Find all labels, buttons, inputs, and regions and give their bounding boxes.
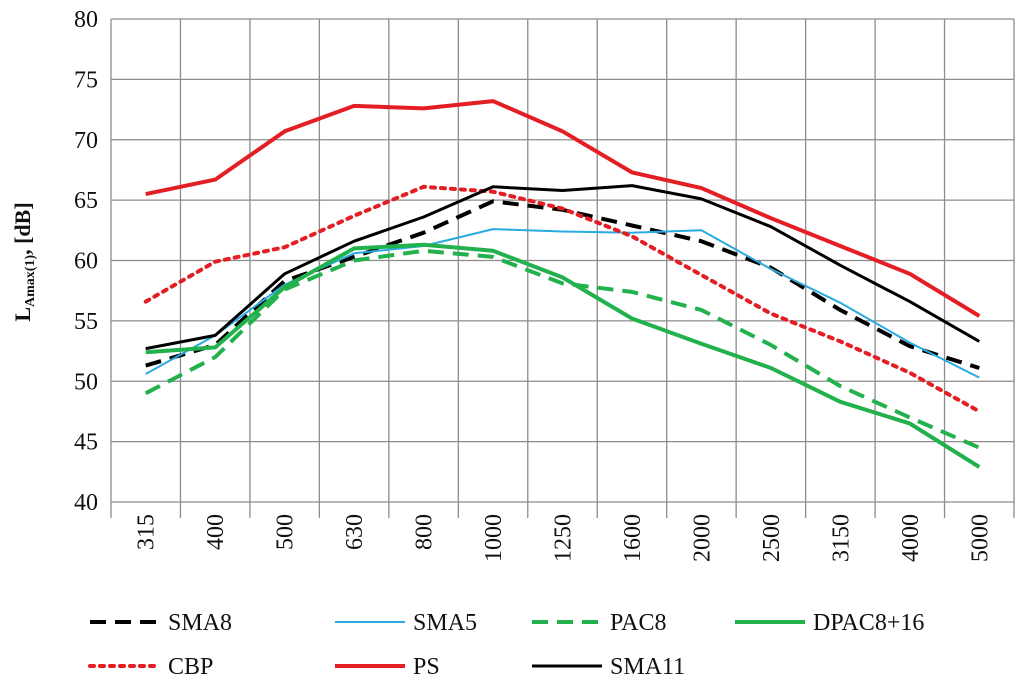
x-tick-label: 500 bbox=[273, 514, 299, 550]
x-tick-label: 315 bbox=[134, 514, 160, 550]
x-tick-label: 5000 bbox=[967, 514, 993, 562]
y-tick-label: 40 bbox=[74, 490, 98, 516]
y-axis-label-unit: , [dB] bbox=[10, 202, 35, 255]
series-line-ps bbox=[145, 99, 981, 318]
legend-label: PS bbox=[413, 654, 440, 680]
x-tick-label: 1600 bbox=[620, 514, 646, 562]
y-tick-label: 45 bbox=[74, 430, 98, 456]
y-tick-label: 65 bbox=[74, 188, 98, 214]
x-tick-label: 2500 bbox=[759, 514, 785, 562]
legend-label: SMA11 bbox=[610, 654, 685, 680]
legend: SMA8 SMA5 PAC8 DPAC8+16 CBP PS SMA11 bbox=[88, 610, 924, 680]
y-axis-label-sub: Amax(1) bbox=[23, 255, 38, 307]
x-tick-label: 4000 bbox=[898, 514, 924, 562]
legend-label: SMA5 bbox=[413, 610, 477, 636]
x-tick-label: 800 bbox=[412, 514, 438, 550]
y-tick-label: 50 bbox=[74, 369, 98, 395]
x-tick-label: 3150 bbox=[828, 514, 854, 562]
x-tick-label: 630 bbox=[342, 514, 368, 550]
y-tick-label: 75 bbox=[74, 67, 98, 93]
series-line-sma11 bbox=[145, 184, 981, 351]
legend-label: CBP bbox=[168, 654, 213, 680]
y-tick-labels: 40 45 50 55 60 65 70 75 80 bbox=[74, 7, 98, 516]
y-tick-label: 70 bbox=[74, 128, 98, 154]
x-tick-label: 1250 bbox=[551, 514, 577, 562]
x-tick-label: 1000 bbox=[481, 514, 507, 562]
series-line-pac8 bbox=[144, 248, 981, 450]
series-line-dpac8-16 bbox=[145, 242, 981, 469]
gridlines bbox=[110, 18, 1015, 518]
y-tick-label: 60 bbox=[74, 249, 98, 275]
series-line-sma5 bbox=[145, 228, 980, 379]
series-line-cbp bbox=[143, 184, 982, 414]
y-axis-label: LAmax(1), [dB] bbox=[10, 202, 38, 321]
legend-label: PAC8 bbox=[610, 610, 666, 636]
series-lines bbox=[143, 99, 982, 469]
legend-label: SMA8 bbox=[168, 610, 232, 636]
x-tick-label: 2000 bbox=[689, 514, 715, 562]
y-tick-label: 80 bbox=[74, 7, 98, 33]
y-tick-label: 55 bbox=[74, 309, 98, 335]
x-tick-label: 400 bbox=[203, 514, 229, 550]
x-tick-labels: 315 400 500 630 800 1000 1250 1600 2000 2500 3150 4… bbox=[134, 514, 994, 562]
y-axis-label-main: L bbox=[10, 307, 35, 322]
legend-label: DPAC8+16 bbox=[813, 610, 924, 636]
